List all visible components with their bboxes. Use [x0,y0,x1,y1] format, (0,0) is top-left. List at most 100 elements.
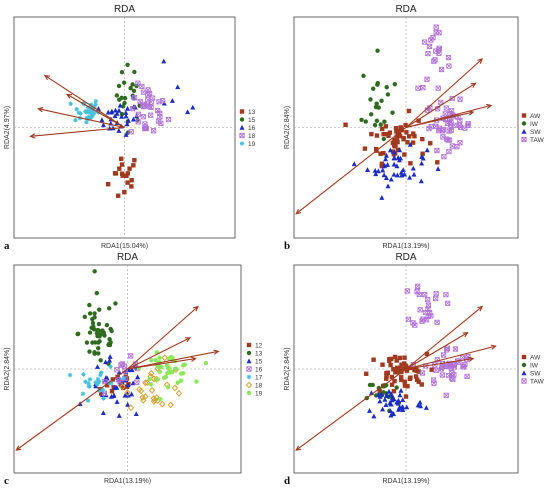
data-point-TAW [449,108,455,114]
data-point-13 [100,328,105,333]
data-point-15 [135,374,141,380]
vector-arrowhead-1 [43,74,50,81]
legend-label-18: 18 [255,382,263,389]
data-point-SW [415,402,421,408]
data-point-TAW [464,373,470,380]
data-point-19 [147,376,152,382]
data-point-15 [114,399,120,404]
data-point-15 [129,391,135,397]
data-point-TAW [431,58,437,64]
data-point-13 [107,306,112,311]
data-point-SW [381,172,387,178]
data-point-SW [389,410,395,416]
data-point-16 [118,362,124,368]
data-point-13 [96,351,101,356]
legend-marker-16 [239,124,245,130]
data-point-18 [149,95,156,101]
data-point-17 [99,370,104,375]
legend-label-IW: IW [530,121,539,128]
data-point-19 [93,102,98,107]
data-point-19 [156,364,161,370]
data-point-13 [119,171,125,176]
data-point-13 [93,340,98,345]
vector-arrowhead-5 [295,208,302,215]
data-point-TAW [444,136,450,142]
data-point-13 [131,163,136,168]
data-point-AW [424,351,430,357]
data-point-SW [380,167,386,173]
data-point-19 [168,370,174,375]
data-point-SW [383,402,389,407]
data-point-15 [119,70,125,75]
x-axis-label: RDA1(13.19%) [382,478,429,485]
data-point-AW [401,137,406,142]
legend-label-17: 17 [255,374,263,381]
data-point-18 [157,114,163,120]
data-point-AW [343,122,348,127]
data-point-AW [420,136,425,142]
data-point-18 [148,104,154,110]
data-point-TAW [446,63,452,69]
data-point-AW [377,388,382,394]
data-point-TAW [404,288,410,294]
vector-arrowhead-5 [295,445,302,451]
data-point-18 [146,90,153,97]
data-point-IW [381,136,386,142]
data-point-TAW [433,290,439,297]
data-point-13 [90,317,95,322]
data-point-13 [132,157,137,163]
y-axis-label: RDA2(2.84%) [284,347,291,390]
data-point-SW [377,398,383,404]
legend-label-TAW: TAW [530,378,545,385]
data-point-AW [397,133,403,139]
legend-label-15: 15 [255,358,263,365]
legend-marker-IW [521,362,527,368]
data-point-18 [156,99,162,105]
data-point-19 [163,374,169,380]
data-point-TAW [444,345,451,351]
data-point-16 [125,117,131,123]
legend-marker-AW [521,354,527,360]
vector-arrow-4 [127,358,196,370]
data-point-TAW [433,48,439,54]
vector-arrowhead-2 [462,331,469,338]
data-point-SW [423,405,429,410]
data-point-TAW [438,66,445,73]
data-point-15 [128,86,133,91]
data-point-SW [400,397,406,403]
data-point-19 [84,116,89,121]
legend-label-12: 12 [255,342,263,349]
data-point-15 [119,111,125,117]
vector-arrowhead-1 [477,58,484,64]
data-point-12 [120,385,126,391]
data-point-18 [161,354,168,362]
data-point-TAW [425,50,431,57]
data-point-17 [86,381,91,386]
data-point-SW [383,152,389,158]
data-point-TAW [419,370,426,376]
data-point-18 [135,80,141,86]
data-point-AW [393,370,398,375]
data-point-TAW [434,147,440,154]
data-point-AW [387,130,393,135]
data-point-TAW [460,364,466,370]
data-point-18 [175,389,183,397]
vector-arrowhead-4 [468,356,475,362]
legend-marker-12 [246,342,252,348]
data-point-AW [406,108,412,114]
data-point-AW [381,150,386,156]
data-point-AW [395,147,401,152]
data-point-TAW [425,296,431,303]
data-point-TAW [433,295,439,302]
data-point-AW [389,374,395,380]
data-point-AW [387,358,392,363]
data-point-15 [100,410,106,416]
data-point-15 [125,401,131,407]
vector-arrow-2 [405,82,476,128]
data-point-18 [140,114,146,120]
legend-label-AW: AW [530,354,541,361]
data-point-15 [132,69,137,75]
data-point-SW [382,396,388,402]
data-point-16 [116,107,122,113]
